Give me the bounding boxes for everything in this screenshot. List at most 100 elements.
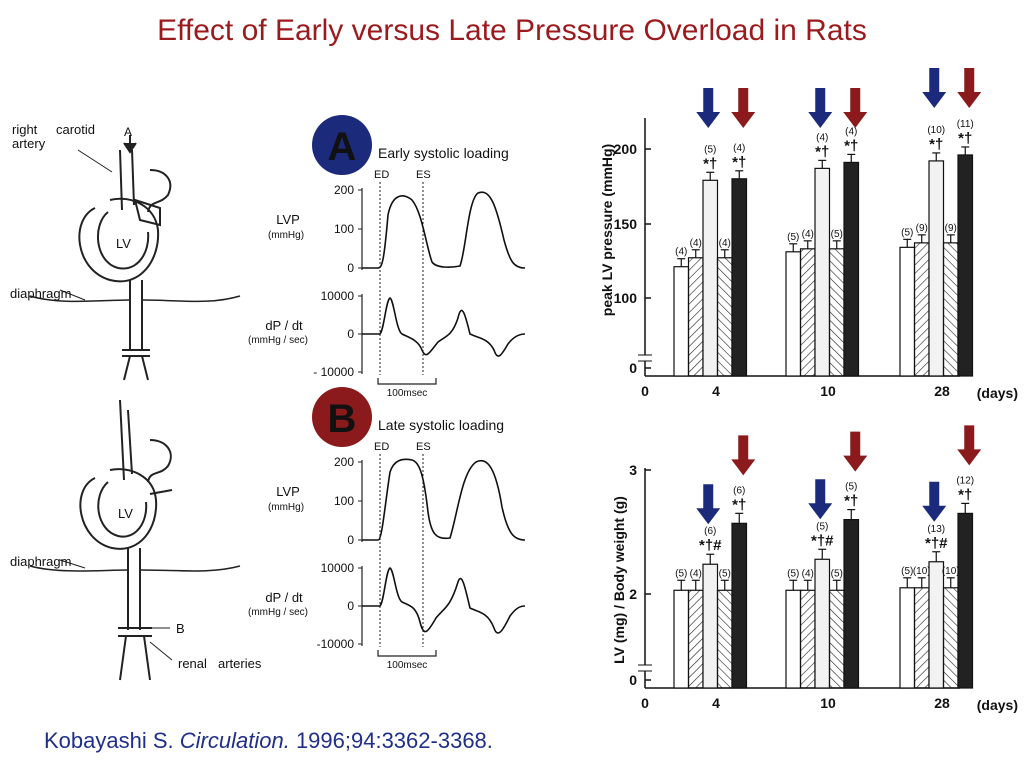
n-label: (5) [704, 144, 716, 155]
arrow-blue-icon [808, 479, 833, 520]
trace-heading: Early systolic loading [378, 145, 509, 161]
x-tick-label: 4 [712, 383, 720, 399]
bar [957, 154, 974, 377]
lvp-label: LVP [276, 212, 300, 227]
y-axis-label: LV (mg) / Body weight (g) [611, 496, 627, 664]
lvp-tick-label: 100 [334, 494, 354, 508]
x-tick-label: 10 [820, 383, 836, 399]
bar [913, 242, 930, 377]
significance-label: *†# [699, 537, 722, 554]
citation: Kobayashi S. Circulation. 1996;94:3362-3… [44, 728, 493, 754]
x-tick-label: 28 [934, 695, 950, 711]
n-label: (5) [787, 568, 799, 579]
significance-label: *† [929, 136, 943, 153]
label-arteries: arteries [218, 656, 262, 671]
dpdt-tick-label: 10000 [321, 561, 355, 575]
n-label: (4) [675, 247, 687, 258]
x-tick-label: 28 [934, 383, 950, 399]
y-tick-label: 3 [629, 462, 637, 478]
x-axis-unit-label: (days) [977, 385, 1018, 401]
x-tick-label: 10 [820, 695, 836, 711]
lvp-unit: (mmHg) [268, 230, 304, 241]
marker-es: ES [416, 169, 431, 181]
n-label: (12) [956, 475, 974, 486]
bar [716, 257, 733, 377]
bar [673, 266, 690, 377]
bar [814, 558, 831, 689]
n-label: (6) [704, 526, 716, 537]
arrow-blue-icon [922, 68, 947, 108]
label-right: right [12, 122, 38, 137]
y-tick-label: 2 [629, 586, 637, 602]
n-label: (11) [957, 119, 974, 130]
y-tick-label: 200 [614, 141, 638, 157]
arrow-red-icon [957, 425, 982, 466]
y-axis-label: peak LV pressure (mmHg) [599, 144, 615, 316]
n-label: (5) [816, 521, 828, 532]
bar [687, 589, 704, 689]
bar [928, 160, 945, 377]
axis-break-gap [639, 665, 651, 671]
n-label: (10) [927, 125, 945, 136]
bar [942, 242, 959, 377]
marker-es: ES [416, 441, 431, 453]
dpdt-label: dP / dt [265, 318, 303, 333]
lvp-tick-label: 0 [347, 533, 354, 547]
chart-peak-lv-pressure: 200 150 100 0 peak LV pressure (mmHg) 0 4 10 28 (… [599, 68, 1018, 401]
bar [828, 248, 845, 377]
significance-label: *† [958, 486, 972, 503]
bar [928, 561, 945, 689]
n-label: (4) [690, 568, 702, 579]
n-label: (10) [913, 566, 931, 577]
n-label: (5) [719, 568, 731, 579]
n-label: (5) [901, 227, 913, 238]
arrow-red-icon [957, 68, 982, 108]
dpdt-label: dP / dt [265, 590, 303, 605]
bar [687, 257, 704, 377]
badge-a-circle [312, 115, 372, 175]
dpdt-tick-label: -10000 [317, 637, 355, 651]
citation-reference: 1996;94:3362-3368. [295, 728, 493, 753]
significance-label: *† [815, 143, 829, 160]
scale-bar-label: 100msec [387, 388, 428, 399]
label-renal: renal [178, 656, 207, 671]
bar [814, 167, 831, 377]
badge-b-circle [312, 387, 372, 447]
n-label: (5) [845, 482, 857, 493]
arrow-blue-icon [696, 88, 721, 128]
trace-heading: Late systolic loading [378, 417, 504, 433]
bar [731, 178, 748, 377]
bar [799, 589, 816, 689]
x-tick-label: 4 [712, 695, 720, 711]
n-label: (5) [831, 229, 843, 240]
bar [942, 587, 959, 689]
trace-panel-b: B Late systolic loading ED ES 200 100 0 LVP (mmH… [248, 387, 526, 671]
dpdt-tick-label: - 10000 [313, 365, 354, 379]
bar [828, 589, 845, 689]
citation-author: Kobayashi S. [44, 728, 174, 753]
trace-panel-a: A Early systolic loading ED ES 200 100 0 LVP (mm… [248, 115, 526, 399]
dpdt-trace [362, 297, 526, 357]
bar [957, 512, 974, 689]
bar [899, 246, 916, 377]
dpdt-tick-label: 10000 [321, 289, 355, 303]
axis-break-gap [639, 355, 651, 361]
significance-label: *† [844, 493, 858, 510]
n-label: (6) [733, 485, 745, 496]
arrow-blue-icon [696, 484, 721, 525]
scale-bar [377, 378, 437, 385]
significance-label: *†# [925, 535, 948, 552]
dpdt-unit: (mmHg / sec) [248, 607, 308, 618]
lvp-unit: (mmHg) [268, 502, 304, 513]
lvp-trace [362, 191, 526, 269]
lvp-tick-label: 0 [347, 261, 354, 275]
heart-diagram-late [29, 399, 241, 681]
arrow-blue-icon [922, 481, 947, 522]
n-label: (4) [816, 132, 828, 143]
label-lv: LV [118, 506, 133, 521]
scale-bar-label: 100msec [387, 660, 428, 671]
dpdt-unit: (mmHg / sec) [248, 335, 308, 346]
significance-label: *† [732, 154, 746, 171]
n-label: (5) [675, 568, 687, 579]
